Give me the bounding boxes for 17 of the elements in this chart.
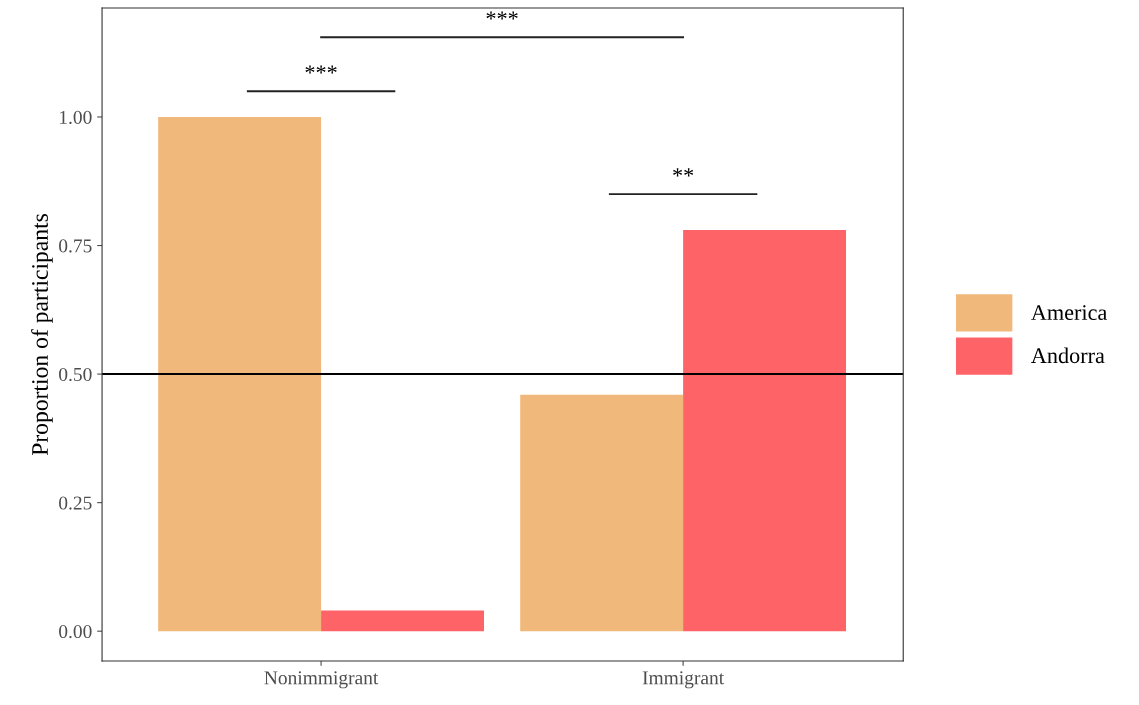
x-tick-label: Immigrant — [642, 671, 725, 689]
annotation: ** — [673, 168, 694, 177]
y-tick-label: 0.75 — [59, 239, 92, 253]
annotation: *** — [305, 65, 337, 74]
y-tick-label: 1.00 — [60, 110, 92, 124]
legend-label: America — [1031, 305, 1108, 321]
annotation: *** — [486, 11, 518, 20]
y-tick-label: 0.00 — [59, 625, 92, 639]
y-axis-title: Proportion of participants — [31, 214, 53, 456]
legend-label: Andorra — [1031, 347, 1105, 364]
y-tick-label: 0.25 — [59, 496, 92, 510]
bar — [520, 394, 684, 632]
x-tick-label: Nonimmigrant — [264, 671, 379, 689]
bar — [321, 610, 484, 632]
y-tick-label: 0.50 — [59, 367, 92, 382]
bar — [683, 230, 847, 632]
bar — [158, 116, 322, 632]
